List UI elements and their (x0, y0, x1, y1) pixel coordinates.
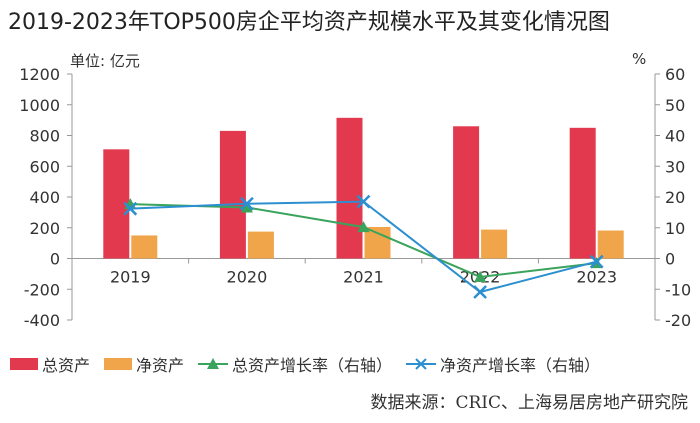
legend-swatch-total-assets (10, 358, 38, 370)
right-tick-label: 0 (665, 250, 675, 269)
category-label: 2021 (343, 268, 384, 287)
left-tick-label: -200 (24, 280, 60, 299)
bar-net-assets (131, 235, 158, 259)
legend: 总资产 净资产 总资产增长率（右轴） 净资产增长率（右轴） (10, 352, 600, 376)
left-tick-label: -400 (24, 311, 60, 330)
point-net-growth (589, 254, 604, 269)
point-total-growth (357, 221, 370, 233)
bar-net-assets (481, 229, 508, 259)
bar-total-assets (219, 130, 246, 259)
chart-canvas: -400 -200 0 200 400 600 800 1000 1200 -20 -10 0 10 20… (19, 65, 691, 330)
data-source: 数据来源：CRIC、上海易居房地产研究院 (370, 393, 688, 413)
left-tick-label: 400 (29, 188, 60, 207)
left-tick-label: 600 (29, 157, 60, 176)
legend-item-net-growth: 净资产增长率（右轴） (406, 352, 600, 376)
bar-total-assets (336, 117, 363, 259)
point-net-growth (356, 194, 371, 209)
right-tick-label: 50 (665, 96, 685, 115)
chart-title: 2019-2023年TOP500房企平均资产规模水平及其变化情况图 (8, 10, 610, 35)
left-tick-label: 1200 (19, 65, 60, 84)
bar-net-assets (597, 230, 624, 259)
right-tick-label: -20 (665, 311, 691, 330)
line-total-growth (130, 203, 597, 278)
point-net-growth (473, 285, 487, 299)
left-tick-label: 0 (50, 250, 60, 269)
legend-item-net-assets: 净资产 (104, 352, 184, 376)
left-tick-label: 200 (29, 219, 60, 238)
right-tick-label: 60 (665, 65, 685, 84)
left-tick-label: 1000 (19, 96, 60, 115)
point-net-growth (240, 196, 254, 211)
point-net-growth (123, 201, 138, 216)
right-tick-label: -10 (665, 280, 691, 299)
right-tick-label: 30 (665, 157, 685, 176)
legend-label-total-growth: 总资产增长率（右轴） (232, 356, 393, 375)
bar-net-assets (247, 231, 274, 259)
legend-item-total-assets: 总资产 (10, 352, 90, 376)
category-label: 2023 (576, 268, 617, 287)
right-tick-label: 40 (665, 127, 685, 146)
legend-item-total-growth: 总资产增长率（右轴） (198, 352, 392, 376)
bar-total-assets (453, 126, 480, 259)
legend-triangle-icon (198, 358, 229, 369)
category-label: 2019 (110, 268, 151, 287)
right-tick-label: 20 (665, 188, 685, 207)
category-label: 2020 (227, 268, 268, 287)
left-tick-label: 800 (29, 127, 60, 146)
point-total-growth (240, 201, 253, 213)
legend-label-net-growth: 净资产增长率（右轴） (440, 356, 601, 375)
legend-x-marker-icon (406, 358, 437, 370)
legend-swatch-net-assets (104, 358, 133, 370)
left-axis-unit: 单位: 亿元 (70, 52, 140, 70)
legend-label-net-assets: 净资产 (136, 356, 185, 375)
legend-label-total-assets: 总资产 (42, 356, 91, 375)
right-axis-unit: % (632, 50, 647, 68)
right-tick-label: 10 (665, 219, 685, 238)
point-total-growth (474, 270, 487, 282)
bar-total-assets (569, 127, 596, 259)
